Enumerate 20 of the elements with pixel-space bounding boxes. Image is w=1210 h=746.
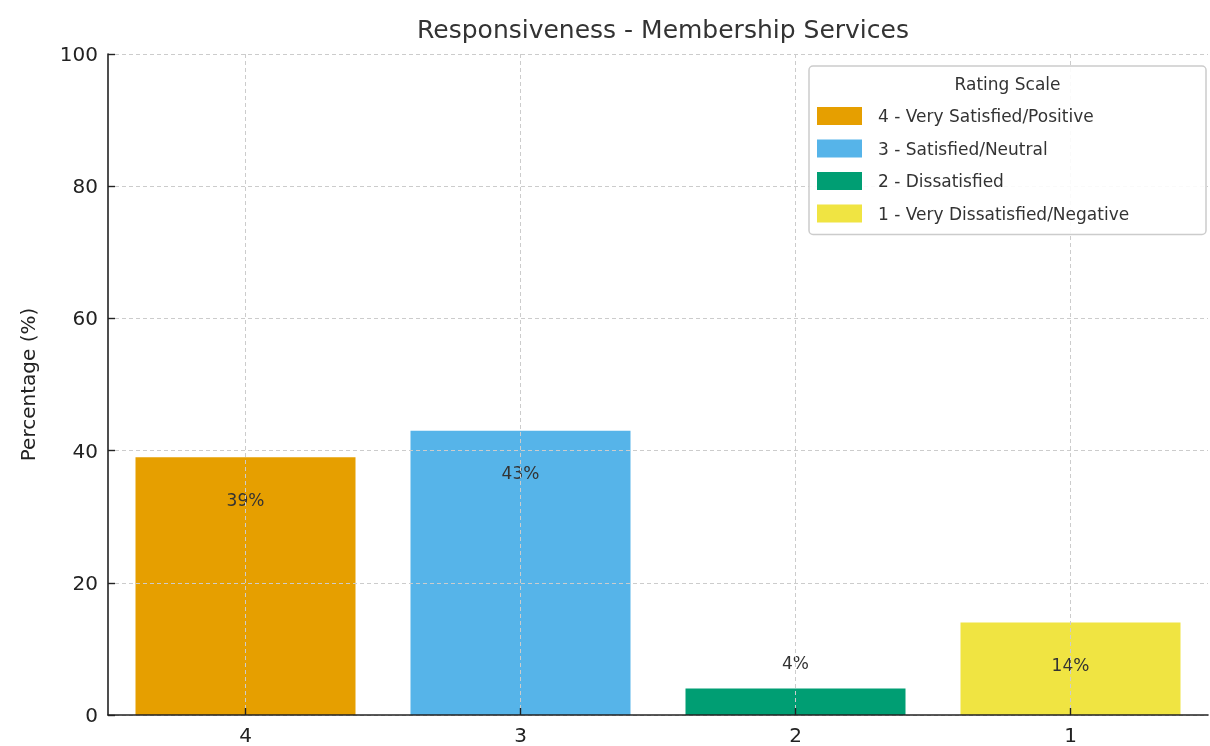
x-tick-label: 1 [1064, 723, 1077, 746]
legend-label: 2 - Dissatisfied [878, 171, 1004, 191]
legend-label: 3 - Satisfied/Neutral [878, 138, 1048, 159]
y-tick-label: 60 [72, 306, 98, 331]
y-axis-title: Percentage (%) [16, 307, 40, 462]
data-label: 4% [782, 653, 809, 674]
y-tick-label: 20 [72, 570, 98, 595]
legend-label: 4 - Very Satisfied/Positive [878, 106, 1094, 126]
legend-label: 1 - Very Dissatisfied/Negative [878, 203, 1130, 224]
x-tick-label: 4 [239, 723, 252, 746]
x-tick-label: 2 [789, 723, 802, 746]
x-tick-label: 3 [514, 723, 527, 746]
data-label: 14% [1051, 654, 1090, 675]
chart-title: Responsiveness - Membership Services [417, 15, 909, 44]
legend-title: Rating Scale [954, 74, 1061, 94]
y-tick-label: 80 [72, 174, 98, 199]
data-label: 39% [226, 489, 265, 510]
y-tick-label: 100 [59, 42, 98, 66]
y-tick-label: 40 [72, 438, 98, 463]
y-tick-label: 0 [85, 703, 98, 727]
